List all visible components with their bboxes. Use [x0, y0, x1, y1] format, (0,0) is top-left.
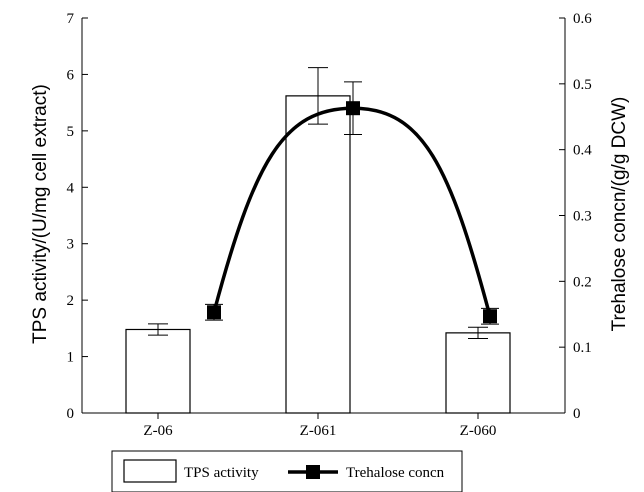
trehalose-marker — [483, 309, 497, 324]
y-right-tick-label: 0.4 — [573, 143, 592, 159]
y-left-tick-label: 3 — [67, 237, 75, 253]
y-left-tick-label: 4 — [67, 180, 75, 196]
y-left-tick-label: 5 — [67, 124, 75, 140]
y-right-tick-label: 0.5 — [573, 77, 592, 93]
y-left-tick-label: 6 — [67, 67, 75, 83]
y-right-tick-label: 0.1 — [573, 340, 592, 356]
y-left-tick-label: 7 — [67, 11, 75, 27]
x-tick-label: Z-06 — [143, 423, 173, 439]
tps-activity-bar — [285, 95, 351, 414]
y-left-tick-label: 2 — [67, 293, 75, 309]
trehalose-series — [205, 81, 499, 325]
axes: 0 1 2 3 4 5 6 7 0 0.1 0.2 0.3 0.4 0.5 0.6 Z-06 Z-061 Z-06… — [67, 11, 593, 439]
legend-line-marker — [306, 465, 320, 479]
y-left-tick-label: 1 — [67, 350, 75, 366]
y-right-tick-label: 0.3 — [573, 209, 592, 225]
y-right-tick-label: 0 — [573, 406, 581, 422]
trehalose-marker — [346, 101, 360, 116]
trehalose-line — [212, 106, 492, 317]
legend: TPS activity Trehalose concn — [111, 450, 463, 492]
legend-label-trehalose: Trehalose concn — [346, 465, 445, 481]
trehalose-marker — [207, 305, 221, 320]
y-right-tick-label: 0.6 — [573, 11, 592, 27]
legend-bar-swatch — [123, 459, 177, 483]
x-tick-label: Z-061 — [300, 423, 337, 439]
tps-activity-bar — [125, 328, 191, 414]
x-tick-label: Z-060 — [460, 423, 497, 439]
y-right-tick-label: 0.2 — [573, 274, 592, 290]
y-axis-right-title: Trehalose concn/(g/g DCW) — [609, 97, 630, 332]
y-left-tick-label: 0 — [67, 406, 75, 422]
legend-label-tps: TPS activity — [184, 465, 259, 481]
bars — [125, 67, 511, 414]
tps-activity-bar — [445, 332, 511, 414]
y-axis-left-title: TPS activity/(U/mg cell extract) — [30, 84, 51, 344]
